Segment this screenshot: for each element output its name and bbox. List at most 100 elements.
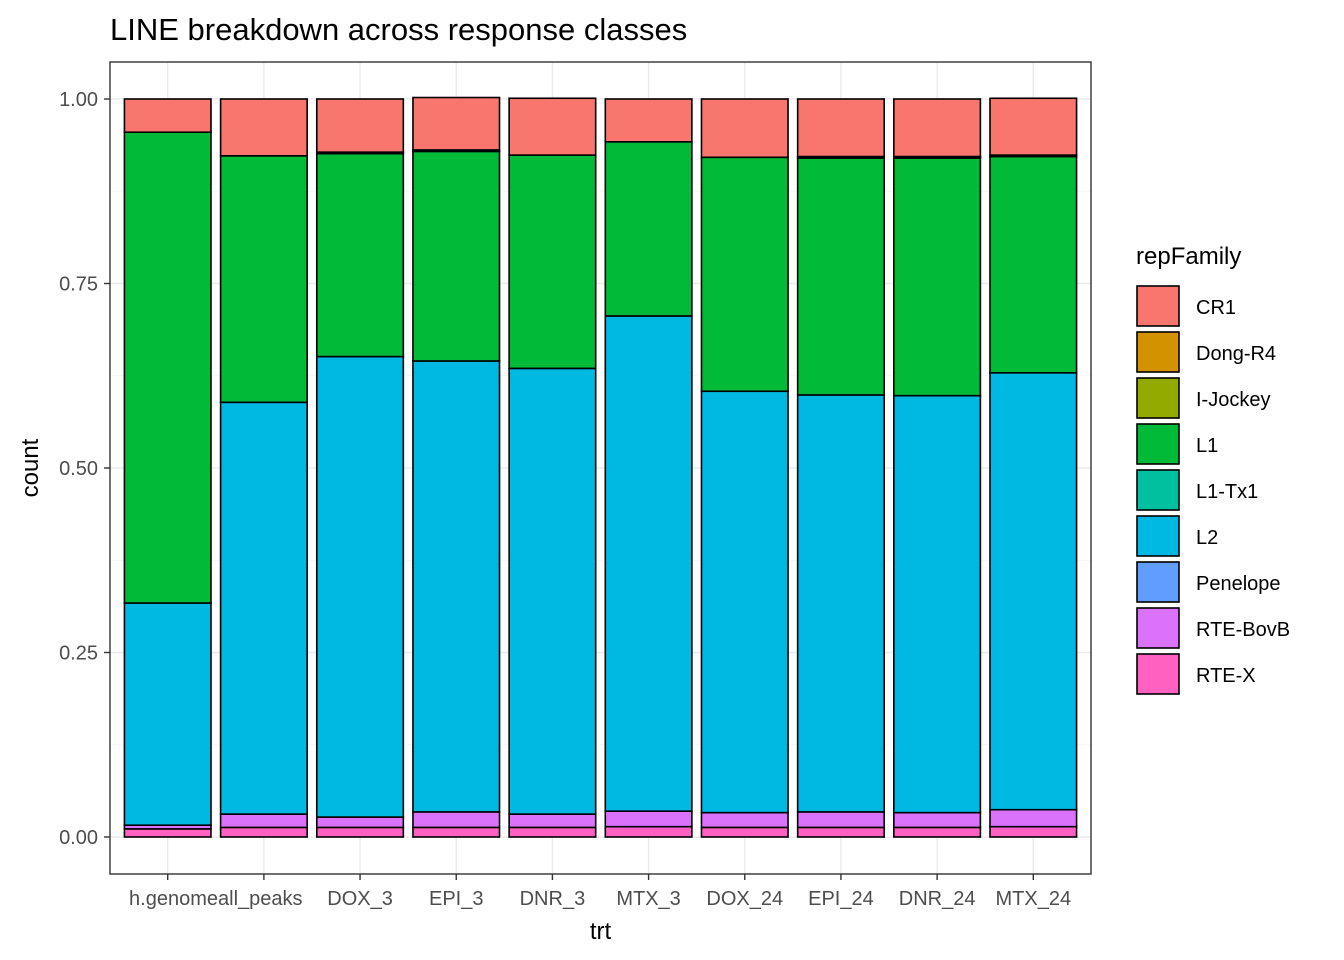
- bar-stack-all-peaks: [219, 98, 308, 838]
- x-axis-title: trt: [590, 918, 612, 945]
- legend-item-L2: L2: [1136, 515, 1218, 557]
- legend-label: L1-Tx1: [1196, 481, 1258, 503]
- x-tick-label: DOX_24: [706, 888, 783, 910]
- bar-segment-L2: [989, 371, 1078, 811]
- bar-stack-MTX-3: [604, 98, 693, 838]
- bar-stack-h-genome: [123, 98, 212, 838]
- bar-segment-CR1: [315, 98, 405, 153]
- legend: repFamily CR1 Dong-R4 I-Jockey L1 L1-Tx1 L2 Pe…: [1136, 243, 1290, 695]
- legend-swatch: [1136, 469, 1180, 511]
- legend-title: repFamily: [1136, 243, 1241, 270]
- bar-segment-RTE-X: [315, 826, 405, 838]
- bar-segment-L1: [700, 156, 789, 393]
- legend-label: Dong-R4: [1196, 343, 1276, 365]
- bar-segment-L2: [123, 602, 212, 826]
- x-tick-label: DNR_24: [899, 888, 976, 910]
- bar-segment-CR1: [219, 98, 308, 157]
- legend-item-RTE-BovB: RTE-BovB: [1136, 607, 1290, 649]
- legend-swatch: [1136, 515, 1180, 557]
- legend-label: Penelope: [1196, 573, 1281, 595]
- bar-segment-CR1: [123, 98, 212, 134]
- bar-segment-RTE-BovB: [508, 813, 597, 829]
- legend-swatch: [1136, 331, 1180, 373]
- bar-segment-RTE-X: [796, 826, 886, 838]
- bar-segment-RTE-BovB: [796, 811, 886, 829]
- bar-segment-L1: [123, 131, 212, 604]
- legend-swatch: [1136, 285, 1180, 327]
- y-tick-label: 0.50: [59, 458, 98, 480]
- x-tick-label: EPI_24: [808, 888, 874, 910]
- bar-segment-L1: [989, 155, 1078, 374]
- bar-segment-L2: [219, 401, 308, 815]
- bar-segment-CR1: [700, 98, 789, 159]
- bars: [123, 96, 1078, 838]
- legend-label: CR1: [1196, 297, 1236, 319]
- x-tick-label: h.genomeall_peaks: [129, 888, 302, 910]
- bar-segment-RTE-BovB: [315, 816, 405, 829]
- bar-segment-RTE-X: [700, 826, 789, 838]
- legend-swatch: [1136, 423, 1180, 465]
- legend-item-RTE-X: RTE-X: [1136, 653, 1256, 695]
- bar-segment-RTE-X: [508, 826, 597, 838]
- bar-segment-L2: [412, 360, 501, 813]
- bar-segment-CR1: [796, 98, 886, 158]
- bar-segment-CR1: [893, 98, 982, 158]
- bar-segment-RTE-BovB: [219, 813, 308, 829]
- legend-item-L1-Tx1: L1-Tx1: [1136, 469, 1258, 511]
- bar-stack-MTX-24: [989, 97, 1078, 838]
- x-tick-label: DNR_3: [520, 888, 586, 910]
- legend-swatch: [1136, 561, 1180, 603]
- bar-segment-RTE-X: [219, 826, 308, 838]
- bar-segment-RTE-X: [893, 826, 982, 838]
- chart-title: LINE breakdown across response classes: [110, 12, 687, 47]
- bar-segment-RTE-BovB: [604, 810, 693, 828]
- bar-segment-L1: [508, 154, 597, 370]
- bar-segment-L1: [893, 157, 982, 397]
- legend-item-I-Jockey: I-Jockey: [1136, 377, 1270, 419]
- bar-segment-RTE-X: [604, 825, 693, 838]
- bar-segment-RTE-X: [989, 825, 1078, 838]
- y-tick-label: 0.75: [59, 274, 98, 296]
- bar-stack-EPI-24: [796, 98, 886, 838]
- bar-stack-DNR-24: [893, 98, 982, 838]
- bar-segment-CR1: [604, 98, 693, 143]
- bar-segment-L2: [700, 390, 789, 814]
- bar-segment-L2: [604, 315, 693, 812]
- bar-segment-CR1: [989, 97, 1078, 156]
- legend-swatch: [1136, 377, 1180, 419]
- legend-label: L2: [1196, 527, 1218, 549]
- x-tick-label: MTX_3: [616, 888, 680, 910]
- x-tick-label: MTX_24: [995, 888, 1071, 910]
- bar-segment-L1: [412, 150, 501, 362]
- y-axis: 0.00 0.25 0.50 0.75 1.00: [59, 89, 110, 849]
- legend-label: L1: [1196, 435, 1218, 457]
- bar-segment-RTE-X: [123, 828, 212, 838]
- x-tick-label: DOX_3: [327, 888, 393, 910]
- legend-item-CR1: CR1: [1136, 285, 1236, 327]
- bar-segment-RTE-BovB: [893, 811, 982, 829]
- bar-segment-RTE-BovB: [989, 808, 1078, 828]
- legend-label: RTE-BovB: [1196, 619, 1290, 641]
- legend-item-Penelope: Penelope: [1136, 561, 1281, 603]
- bar-segment-CR1: [412, 96, 501, 151]
- legend-swatch: [1136, 653, 1180, 695]
- x-axis: h.genomeall_peaks DOX_3 EPI_3 DNR_3 MTX_3 DOX…: [129, 874, 1071, 910]
- bar-segment-L2: [796, 394, 886, 813]
- y-axis-title: count: [17, 438, 44, 497]
- bar-segment-L2: [893, 394, 982, 814]
- y-tick-label: 0.00: [59, 827, 98, 849]
- bar-segment-L1: [796, 157, 886, 396]
- bar-segment-L1: [604, 141, 693, 317]
- legend-item-Dong-R4: Dong-R4: [1136, 331, 1276, 373]
- bar-segment-RTE-X: [412, 826, 501, 838]
- x-tick-label: EPI_3: [429, 888, 483, 910]
- y-tick-label: 1.00: [59, 89, 98, 111]
- bar-stack-DOX-3: [315, 98, 405, 838]
- bar-segment-CR1: [508, 97, 597, 156]
- bar-segment-RTE-BovB: [700, 811, 789, 829]
- legend-label: RTE-X: [1196, 665, 1256, 687]
- y-tick-label: 0.25: [59, 643, 98, 665]
- legend-item-L1: L1: [1136, 423, 1218, 465]
- legend-swatch: [1136, 607, 1180, 649]
